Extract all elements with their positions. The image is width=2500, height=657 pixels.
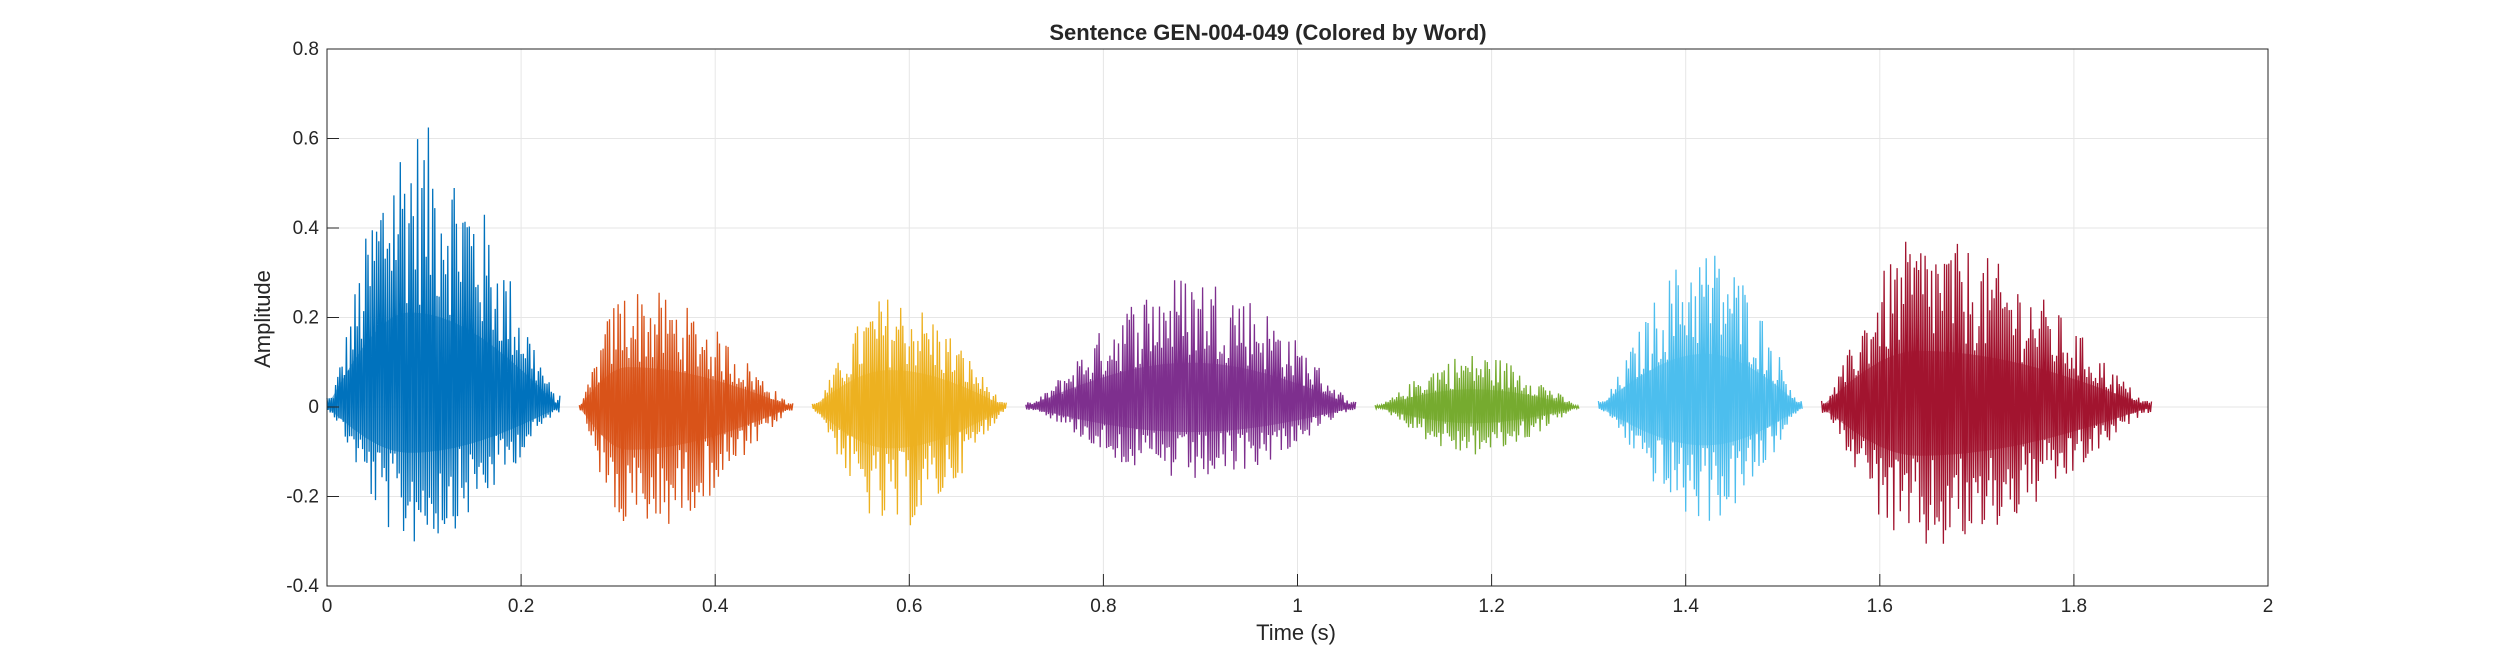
waveform-core-3: [812, 370, 1007, 449]
data-layer: [326, 127, 2153, 544]
y-tick-label: -0.4: [286, 576, 319, 597]
x-tick-label: 0.2: [508, 596, 534, 617]
x-tick-label: 0.4: [702, 596, 729, 617]
waveform-core-5: [1375, 389, 1579, 424]
y-tick-label: 0: [308, 397, 319, 418]
waveform-core-7: [1821, 350, 2152, 456]
y-tick-label: 0.4: [293, 218, 320, 239]
y-axis-label: Amplitude: [250, 270, 275, 368]
waveform-line-1: [326, 127, 561, 542]
word-segment-2: [578, 292, 794, 524]
x-tick-label: 1.4: [1672, 596, 1699, 617]
x-tick-label: 1.6: [1867, 596, 1893, 617]
x-axis-label: Time (s): [1256, 620, 1336, 645]
word-segment-6: [1597, 255, 1803, 521]
word-segment-3: [811, 299, 1007, 526]
y-tick-label: 0.8: [293, 39, 319, 60]
y-tick-label: 0.2: [293, 308, 319, 329]
axis-layer: 0 0.2 0.4 0.6 0.8 1 1.2 1.4 1.6 1.8 2 -0.4 -0.2 0 0.2 0…: [286, 39, 2273, 617]
chart-title: Sentence GEN-004-049 (Colored by Word): [1049, 20, 1486, 45]
waveform-line-7: [1820, 241, 2153, 544]
x-tick-label: 1.8: [2061, 596, 2087, 617]
y-tick-label: -0.2: [286, 487, 319, 508]
waveform-core-4: [1025, 362, 1356, 433]
word-segment-7: [1820, 241, 2153, 544]
x-tick-label: 1.2: [1478, 596, 1504, 617]
waveform-core-1: [327, 312, 560, 453]
x-tick-label: 2: [2263, 596, 2274, 617]
word-segment-4: [1025, 280, 1357, 478]
word-segment-1: [326, 127, 561, 542]
y-tick-label: 0.6: [293, 129, 319, 150]
word-segment-5: [1374, 355, 1580, 455]
waveform-line-2: [578, 292, 794, 524]
x-tick-label: 0.6: [896, 596, 922, 617]
x-tick-label: 0: [322, 596, 333, 617]
waveform-core-6: [1598, 353, 1803, 446]
x-tick-label: 0.8: [1090, 596, 1116, 617]
waveform-core-2: [579, 367, 793, 450]
waveform-line-4: [1025, 280, 1357, 478]
waveform-line-3: [811, 299, 1007, 526]
x-tick-label: 1: [1292, 596, 1303, 617]
